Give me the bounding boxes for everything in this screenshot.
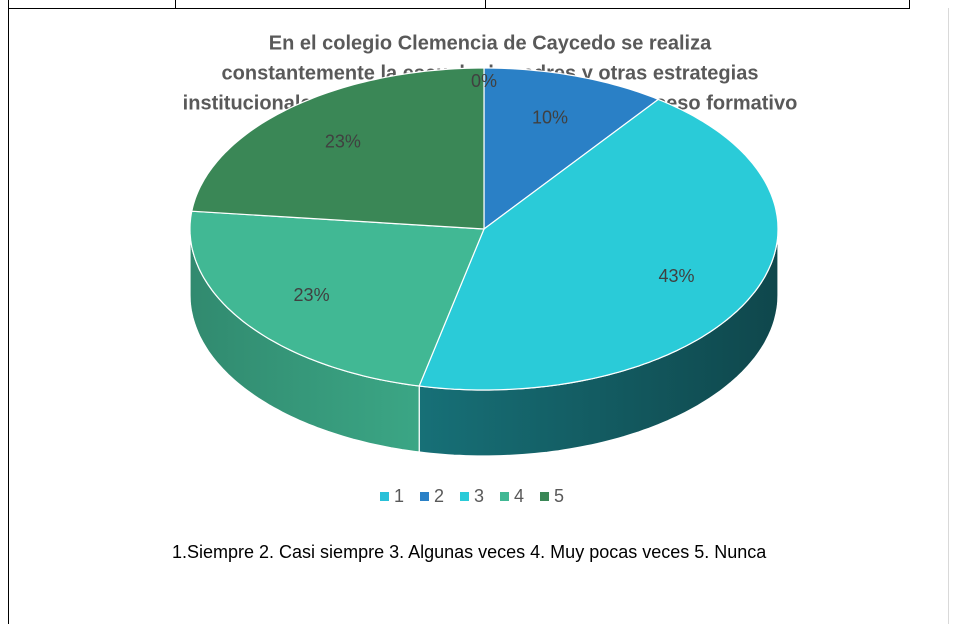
- legend-swatch: [540, 492, 549, 501]
- data-label: 23%: [294, 285, 330, 305]
- pie-slice: [189, 210, 485, 387]
- pie-slice: [191, 67, 485, 230]
- legend-label: 5: [554, 486, 564, 506]
- data-label: 23%: [325, 131, 361, 151]
- data-label: 43%: [659, 266, 695, 286]
- data-label: 10%: [532, 108, 568, 128]
- table-border: [8, 0, 910, 624]
- legend-label: 2: [434, 486, 444, 506]
- caption: 1.Siempre 2. Casi siempre 3. Algunas vec…: [172, 542, 767, 562]
- legend-label: 3: [474, 486, 484, 506]
- legend-swatch: [380, 492, 389, 501]
- legend-swatch: [460, 492, 469, 501]
- legend-swatch: [500, 492, 509, 501]
- legend-label: 1: [394, 486, 404, 506]
- legend-label: 4: [514, 486, 524, 506]
- legend-swatch: [420, 492, 429, 501]
- data-label: 0%: [471, 71, 497, 91]
- pie-slice: [483, 67, 660, 231]
- chart-title: En el colegio Clemencia de Caycedo se re…: [269, 32, 712, 54]
- pie-slice: [418, 98, 779, 391]
